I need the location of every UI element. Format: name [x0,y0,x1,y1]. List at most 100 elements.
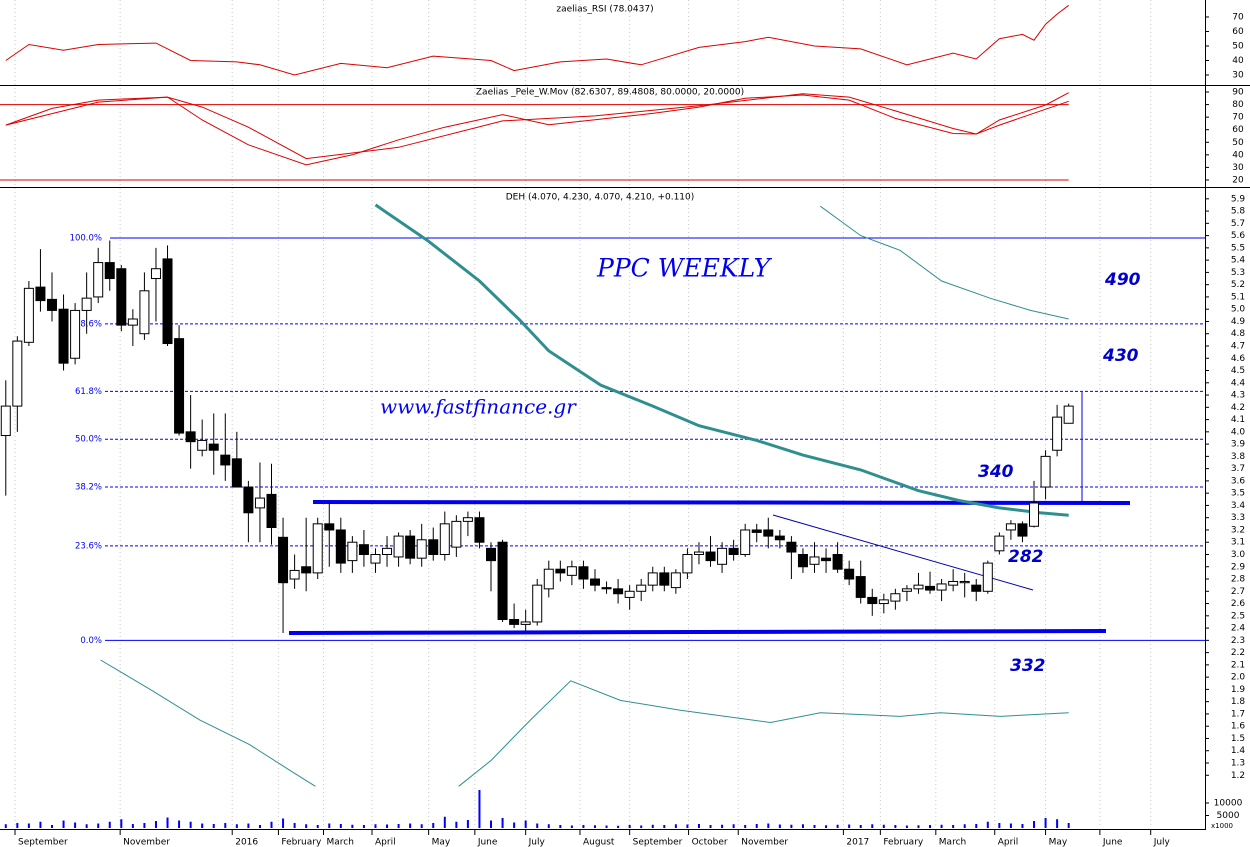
volume-bar [721,824,724,828]
y-tick-label: 40 [1232,56,1244,66]
volume-bar [235,824,238,828]
candle-body [358,544,369,555]
candle-body [936,583,947,591]
y-tick-label: 5.7 [1231,219,1245,229]
volume-bar [1067,823,1070,828]
volume-bar [686,824,689,828]
volume-bar [362,825,365,828]
annotation: 282 [1008,547,1044,567]
candle-body [532,584,543,623]
candle-body [35,286,46,302]
y-tick-label: 2.9 [1231,562,1246,572]
volume-bar [1033,821,1036,828]
candle-body [46,298,57,311]
volume-bar [640,825,643,828]
y-tick-label: 5.0 [1231,305,1246,315]
x-tick-label: July [1153,838,1171,847]
candle-body [948,580,959,586]
y-tick-label: 30 [1232,163,1244,173]
candle-body [81,297,92,311]
candle-body [1005,523,1016,531]
y-tick-label: 70 [1232,12,1244,22]
candle-body [693,551,704,555]
candle-body [243,486,254,514]
volume-bar [524,820,527,828]
volume-bar [212,824,215,828]
annotation: PPC WEEKLY [596,254,773,283]
volume-bar [282,818,285,828]
line-series [374,203,1069,517]
candle-body [913,584,924,590]
volume-bar [189,821,192,828]
candle-body [890,593,901,602]
y-tick-label: 3.4 [1231,501,1246,511]
volume-bar [305,824,308,828]
volume-bar [755,824,758,828]
volume-bar [813,825,816,828]
volume-bar [570,825,573,828]
candle-body [959,580,970,584]
y-tick-label: 5.5 [1231,243,1245,253]
volume-bar [466,820,469,828]
candle-body [705,551,716,562]
x-tick-label: April [998,838,1019,847]
x-tick-label: June [1102,838,1123,847]
x-tick-label: February [281,838,322,847]
volume-bar [316,825,319,828]
y-tick-label: 1.4 [1231,746,1246,756]
y-tick-label: 3.2 [1231,525,1245,535]
fib-label: 78.6% [75,319,102,329]
y-tick-label: 4.8 [1231,329,1246,339]
y-tick-label: 4.3 [1231,391,1245,401]
candle-body [231,458,242,488]
candle-body [855,576,866,598]
candle-body [601,587,612,590]
x-tick-label: October [692,838,728,847]
x-tick-label: September [633,838,683,847]
y-tick-label: 3.3 [1231,513,1245,523]
volume-bar [490,820,493,828]
y-tick-label: 80 [1232,100,1244,110]
volume-bar [224,823,227,828]
volume-bar [998,823,1001,828]
volume-bar [478,790,481,828]
candle-body [278,536,289,584]
x-tick-label: September [18,838,68,847]
candle-body [162,258,173,345]
line-series [100,659,1069,787]
candle-body [613,588,624,595]
panel-title: zaelias_RSI (78.0437) [556,5,653,15]
volume-bar [74,822,77,828]
volume-bar [397,824,400,828]
volume-bar [697,824,700,828]
y-tick-label: 2.1 [1231,660,1245,670]
candle-body [220,454,231,466]
fib-label: 100.0% [70,234,102,244]
annotation: www.fastfinance.gr [380,395,577,419]
candle-body [208,443,219,451]
volume-bar [62,820,65,828]
panel-title: DEH (4.070, 4.230, 4.070, 4.210, +0.110) [506,193,695,203]
candle-body [116,268,127,326]
volume-bar [894,825,897,828]
volume-bar [501,818,504,828]
candle-body [636,584,647,592]
candle-body [335,529,346,564]
y-tick-label: 2.8 [1231,575,1246,585]
volume-bar [247,823,250,828]
x-tick-label: August [583,838,615,847]
candle-body [797,553,808,568]
volume-bar [663,825,666,828]
x-tick-label: July [528,838,546,847]
fib-label: 61.8% [75,387,102,397]
candle-body [647,572,658,586]
y-tick-label: 90 [1232,88,1244,98]
candle-body [589,578,600,586]
volume-bar [50,825,53,828]
y-tick-label: 4.5 [1231,366,1245,376]
y-tick-label: 3.9 [1231,440,1246,450]
candle-body [127,318,138,326]
volume-bar [97,823,100,828]
volume-bar [848,824,851,828]
candle-body [370,553,381,564]
